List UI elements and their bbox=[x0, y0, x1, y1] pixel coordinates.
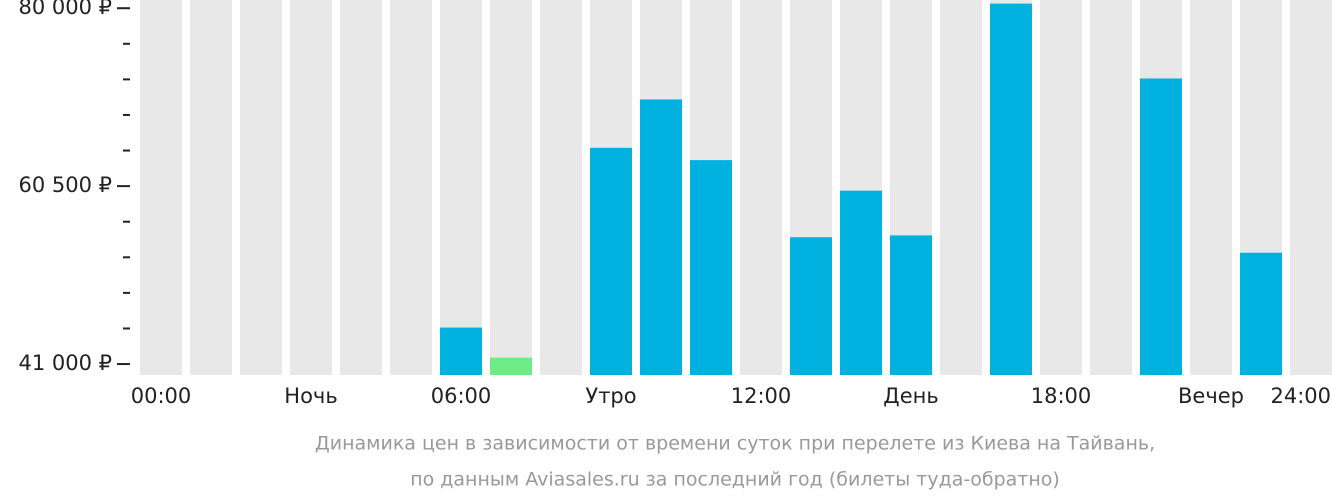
x-tick-label: 24:00 bbox=[1270, 384, 1331, 408]
column-background bbox=[240, 0, 282, 375]
x-tick-label: Утро bbox=[585, 384, 636, 408]
bar bbox=[1240, 252, 1282, 375]
bar bbox=[890, 235, 932, 375]
column-background bbox=[140, 0, 182, 375]
bar bbox=[640, 99, 682, 376]
column-background bbox=[940, 0, 982, 375]
caption: Динамика цен в зависимости от времени су… bbox=[315, 433, 1155, 455]
y-tick-label: 41 000 ₽ bbox=[18, 351, 112, 375]
x-tick-label: Вечер bbox=[1178, 384, 1244, 408]
bar bbox=[1140, 78, 1182, 375]
column-background bbox=[390, 0, 432, 375]
y-tick-label: 60 500 ₽ bbox=[18, 173, 112, 197]
bar bbox=[490, 357, 532, 375]
x-tick-label: 18:00 bbox=[1031, 384, 1092, 408]
column-background bbox=[540, 0, 582, 375]
column-background bbox=[440, 0, 482, 375]
bar bbox=[440, 327, 482, 375]
x-tick-label: Ночь bbox=[284, 384, 337, 408]
column-background bbox=[740, 0, 782, 375]
x-tick-label: 06:00 bbox=[431, 384, 492, 408]
x-tick-label: День bbox=[883, 384, 938, 408]
y-tick-label: 80 000 ₽ bbox=[18, 0, 112, 19]
column-background bbox=[1090, 0, 1132, 375]
column-background bbox=[190, 0, 232, 375]
x-tick-label: 00:00 bbox=[131, 384, 192, 408]
bar bbox=[990, 3, 1032, 376]
x-tick-label: 12:00 bbox=[731, 384, 792, 408]
column-background bbox=[290, 0, 332, 375]
bar bbox=[790, 237, 832, 375]
bar bbox=[840, 190, 882, 375]
column-background bbox=[490, 0, 532, 375]
caption: по данным Aviasales.ru за последний год … bbox=[410, 469, 1060, 491]
bar bbox=[590, 147, 632, 375]
column-background bbox=[340, 0, 382, 375]
column-background bbox=[1290, 0, 1332, 375]
column-background bbox=[1040, 0, 1082, 375]
column-background bbox=[1190, 0, 1232, 375]
bar bbox=[690, 160, 732, 375]
